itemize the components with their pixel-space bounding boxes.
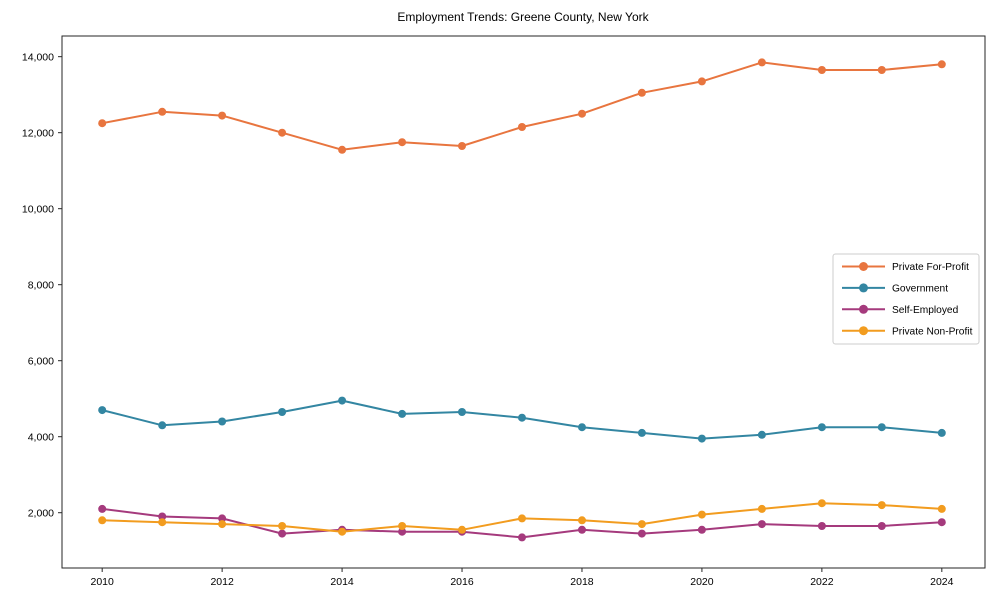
- x-tick-label: 2014: [330, 576, 354, 588]
- y-tick-label: 4,000: [28, 431, 54, 443]
- legend-marker-government: [859, 283, 868, 293]
- data-point-government-2023: [877, 423, 886, 432]
- data-point-private-for-profit-2010: [98, 119, 107, 128]
- data-point-private-for-profit-2017: [518, 123, 526, 131]
- data-point-self-employed-2011: [158, 512, 167, 521]
- axes-box: [61, 35, 986, 569]
- legend-item-self-employed: Self-Employed: [842, 304, 959, 316]
- y-tick-label: 6,000: [28, 355, 54, 367]
- data-point-self-employed-2021: [757, 520, 766, 529]
- legend-item-government: Government: [842, 283, 948, 295]
- x-tick-label: 2024: [930, 576, 954, 588]
- legend-item-private-for-profit: Private For-Profit: [842, 262, 969, 273]
- data-point-private-non-profit-2017: [518, 514, 526, 523]
- y-tick-label: 2,000: [28, 507, 54, 519]
- data-point-private-for-profit-2023: [877, 66, 886, 74]
- data-point-private-non-profit-2010: [98, 516, 107, 525]
- data-point-private-for-profit-2015: [398, 138, 407, 147]
- data-point-government-2012: [218, 417, 227, 426]
- x-tick-label: 2010: [91, 576, 115, 588]
- x-tick-label: 2022: [810, 576, 834, 588]
- data-point-private-non-profit-2013: [278, 522, 287, 530]
- data-point-private-non-profit-2024: [937, 504, 946, 513]
- legend-label-private-for-profit: Private For-Profit: [892, 262, 969, 273]
- legend-label-self-employed: Self-Employed: [892, 305, 959, 316]
- data-point-government-2017: [518, 413, 526, 422]
- data-point-government-2010: [98, 406, 107, 415]
- data-point-government-2014: [338, 396, 347, 405]
- data-point-private-non-profit-2011: [158, 518, 167, 527]
- legend-marker-self-employed: [859, 304, 868, 314]
- data-point-private-non-profit-2019: [637, 520, 646, 529]
- data-point-government-2011: [158, 421, 167, 430]
- data-point-self-employed-2012: [218, 514, 227, 523]
- legend-label-private-non-profit: Private Non-Profit: [892, 326, 973, 337]
- series-line-self-employed: [101, 507, 943, 539]
- data-point-self-employed-2018: [578, 525, 586, 534]
- data-point-private-non-profit-2015: [398, 522, 407, 530]
- data-point-private-non-profit-2023: [877, 501, 886, 510]
- y-tick-label: 14,000: [22, 51, 54, 63]
- data-point-private-for-profit-2020: [697, 77, 706, 86]
- data-point-private-non-profit-2021: [757, 504, 766, 513]
- legend-item-private-non-profit: Private Non-Profit: [842, 326, 973, 337]
- x-tick-label: 2016: [450, 576, 474, 588]
- data-point-self-employed-2017: [518, 533, 526, 542]
- data-point-private-for-profit-2011: [158, 107, 167, 116]
- data-point-private-non-profit-2012: [218, 520, 227, 529]
- data-point-private-non-profit-2016: [458, 525, 466, 534]
- series-government: [98, 396, 946, 443]
- data-point-private-non-profit-2020: [697, 510, 706, 519]
- data-point-self-employed-2010: [98, 504, 107, 513]
- plot-area: 2,000 4,000 6,000 8,000 10,000 12,000 14,000 20…: [22, 35, 986, 588]
- data-point-private-for-profit-2013: [278, 128, 287, 137]
- series-line-private-for-profit: [101, 61, 943, 151]
- data-point-private-for-profit-2014: [338, 145, 347, 154]
- legend-label-government: Government: [892, 284, 948, 295]
- series-private-for-profit: [98, 58, 946, 154]
- data-point-private-non-profit-2014: [338, 527, 347, 536]
- data-point-private-for-profit-2021: [757, 58, 766, 67]
- data-point-self-employed-2024: [937, 518, 946, 527]
- data-point-self-employed-2019: [637, 529, 646, 538]
- data-point-government-2016: [458, 408, 466, 416]
- data-point-government-2022: [817, 423, 826, 432]
- data-point-government-2013: [278, 408, 287, 416]
- data-point-private-non-profit-2022: [817, 499, 826, 508]
- chart-title: Employment Trends: Greene County, New Yo…: [397, 10, 649, 24]
- x-tick-label: 2020: [690, 576, 714, 588]
- data-point-self-employed-2015: [398, 527, 407, 536]
- legend: Private For-Profit Government Self-Employe…: [832, 253, 980, 345]
- data-point-self-employed-2013: [278, 529, 287, 538]
- data-point-government-2020: [697, 434, 706, 443]
- data-point-private-non-profit-2018: [578, 516, 586, 525]
- y-tick-label: 8,000: [28, 279, 54, 291]
- x-tick-label: 2018: [570, 576, 594, 588]
- legend-box: [832, 253, 980, 345]
- y-tick-label: 10,000: [22, 203, 54, 215]
- data-point-self-employed-2022: [817, 522, 826, 530]
- data-point-self-employed-2023: [877, 522, 886, 530]
- series-private-non-profit: [98, 499, 946, 536]
- x-tick-label: 2012: [210, 576, 234, 588]
- data-point-private-for-profit-2022: [817, 66, 826, 74]
- data-point-private-for-profit-2012: [218, 111, 227, 120]
- data-point-private-for-profit-2016: [458, 142, 466, 150]
- data-point-government-2015: [398, 409, 407, 418]
- data-point-private-for-profit-2018: [578, 109, 586, 118]
- data-point-government-2021: [757, 430, 766, 439]
- legend-marker-private-non-profit: [859, 326, 868, 336]
- data-point-government-2024: [937, 428, 946, 437]
- data-point-private-for-profit-2024: [937, 60, 946, 69]
- y-tick-label: 12,000: [22, 127, 54, 139]
- data-point-self-employed-2020: [697, 525, 706, 534]
- data-point-government-2018: [578, 423, 586, 432]
- legend-marker-private-for-profit: [859, 262, 868, 271]
- data-point-private-for-profit-2019: [637, 88, 646, 97]
- data-point-government-2019: [637, 428, 646, 437]
